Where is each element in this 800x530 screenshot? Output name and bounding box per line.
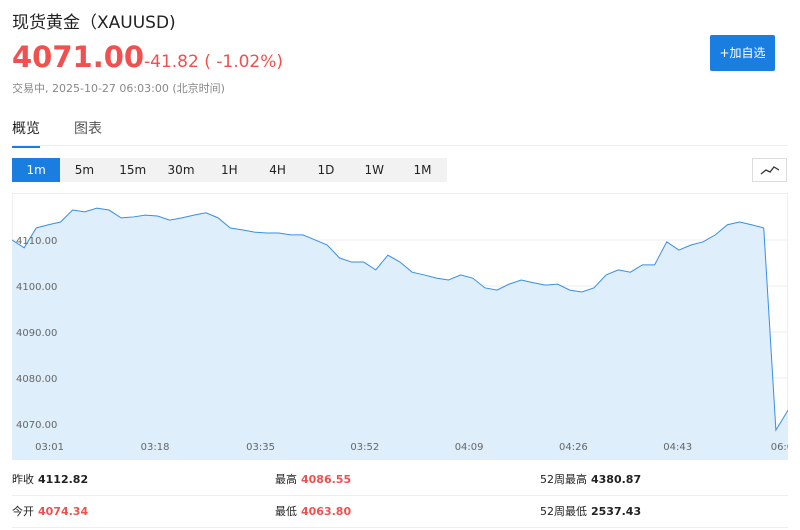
price: 4071.00 — [12, 40, 145, 74]
timeframe-button[interactable]: 4H — [269, 163, 286, 177]
stats: 昨收 4112.82 最高 4086.55 52周最高 4380.87 今开 4074.34 最… — [12, 464, 788, 528]
area — [12, 208, 788, 460]
chart-type-button[interactable] — [752, 158, 787, 182]
title: 现货黄金（XAUUSD) — [12, 13, 176, 33]
stat-label: 52周最高 — [540, 473, 587, 486]
y-tick-label: 4110.00 — [16, 236, 57, 247]
stat-value: 4074.34 — [38, 505, 89, 518]
stat-value: 4380.87 — [591, 473, 642, 486]
line — [12, 207, 788, 432]
price-chart: 4070.00 4080.00 4090.00 4100.00 4110.00 03:01… — [12, 193, 788, 460]
price-change: -41.82 ( -1.02%) — [144, 52, 284, 72]
stat: 最低 4063.80 — [275, 496, 540, 528]
stat-label: 昨收 — [12, 473, 34, 486]
stat-label: 最高 — [275, 473, 297, 486]
y-tick-label: 4080.00 — [16, 374, 57, 385]
x-tick-label: 04:43 — [663, 442, 692, 453]
timeframe-button[interactable]: 1H — [221, 163, 238, 177]
x-tick-label: 03:35 — [246, 442, 275, 453]
stat: 今开 4074.34 — [12, 496, 275, 528]
timeframe-button[interactable]: 1D — [317, 163, 335, 177]
stat-value: 4112.82 — [38, 473, 89, 486]
stat: 52周最低 2537.43 — [540, 496, 788, 528]
timeframe-button[interactable]: 1m — [12, 158, 61, 182]
tabs: 概览 图表 — [12, 118, 102, 148]
x-tick-label: 04:26 — [559, 442, 588, 453]
stat-label: 今开 — [12, 505, 34, 518]
stat: 最高 4086.55 — [275, 464, 540, 496]
x-tick-label: 04:09 — [455, 442, 484, 453]
y-tick-label: 4100.00 — [16, 282, 57, 293]
stat: 昨收 4112.82 — [12, 464, 275, 496]
tab[interactable]: 概览 — [12, 118, 40, 148]
timeframe-button[interactable]: 5m — [74, 163, 95, 177]
timeframe-button[interactable]: 15m — [119, 163, 147, 177]
stat-value: 4086.55 — [301, 473, 352, 486]
stat-label: 最低 — [275, 505, 297, 518]
timeframe-button[interactable]: 30m — [167, 163, 195, 177]
timeframe-button[interactable]: 1M — [413, 163, 432, 177]
x-tick-label: 03:01 — [35, 442, 64, 453]
y-tick-label: 4090.00 — [16, 328, 57, 339]
add-watchlist-button[interactable]: +加自选 — [710, 35, 775, 71]
divider — [12, 145, 788, 146]
chart-icon — [760, 166, 780, 175]
stat: 52周最高 4380.87 — [540, 464, 788, 496]
tab[interactable]: 图表 — [74, 121, 102, 137]
stat-label: 52周最低 — [540, 505, 587, 518]
status: 交易中, 2025-10-27 06:03:00 (北京时间) — [12, 82, 225, 95]
stat-value: 2537.43 — [591, 505, 642, 518]
x-tick-label: 06:0 — [771, 442, 788, 453]
x-tick-label: 03:18 — [141, 442, 170, 453]
timeframe-bar: 1m 5m 15m 30m 1H 4H 1D 1W 1M — [12, 158, 447, 182]
stat-value: 4063.80 — [301, 505, 352, 518]
y-tick-label: 4070.00 — [16, 420, 57, 431]
timeframe-button[interactable]: 1W — [364, 163, 384, 177]
x-tick-label: 03:52 — [350, 442, 379, 453]
